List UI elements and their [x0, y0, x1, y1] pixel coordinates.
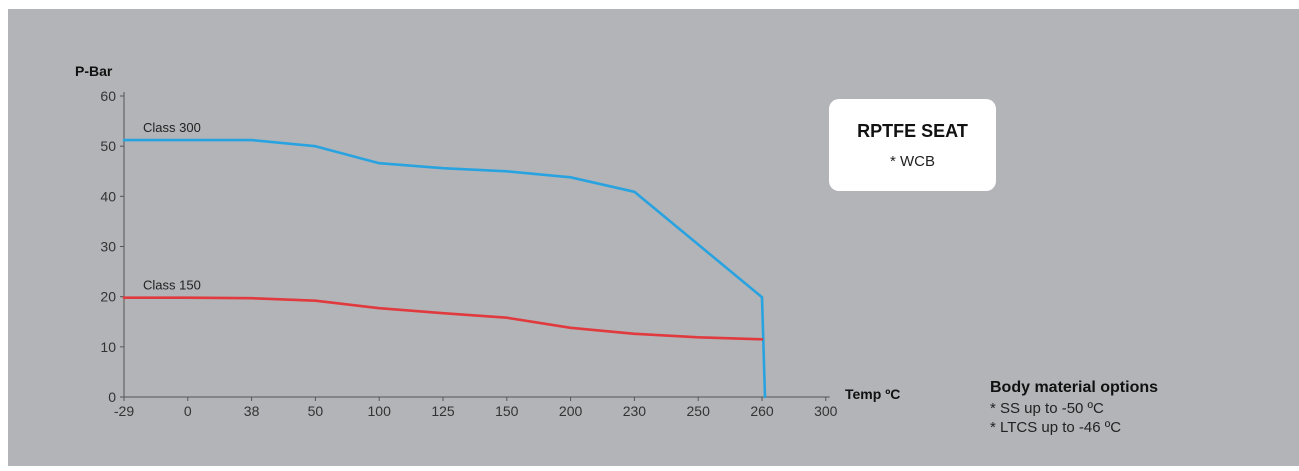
y-tick-label: 40	[100, 188, 116, 204]
series-label: Class 300	[143, 120, 201, 135]
series-line	[122, 296, 764, 341]
y-tick-label: 50	[100, 138, 116, 154]
x-axis-title: Temp ºC	[845, 386, 900, 402]
body-material-item: * LTCS up to -46 ºC	[990, 419, 1122, 436]
y-axis-title: P-Bar	[75, 63, 113, 79]
seat-subtitle: * WCB	[890, 153, 935, 170]
y-tick-label: 20	[100, 289, 116, 305]
x-tick-label: -29	[114, 403, 134, 419]
x-tick-label: 100	[368, 403, 392, 419]
body-material-options: Body material options * SS up to -50 ºC …	[990, 379, 1158, 437]
x-tick-label: 260	[750, 403, 774, 419]
x-tick-label: 200	[559, 403, 583, 419]
x-tick-label: 230	[623, 403, 647, 419]
y-tick-label: 0	[108, 389, 116, 405]
seat-title: RPTFE SEAT	[857, 121, 968, 141]
y-tick-label: 10	[100, 339, 116, 355]
body-material-item: * SS up to -50 ºC	[990, 400, 1104, 417]
seat-info-card: RPTFE SEAT * WCB	[829, 99, 996, 191]
x-tick-label: 0	[184, 403, 192, 419]
body-material-title: Body material options	[990, 379, 1159, 396]
y-tick-label: 60	[100, 88, 116, 104]
x-tick-label: 250	[687, 403, 711, 419]
x-tick-label: 50	[308, 403, 324, 419]
x-tick-label: 125	[431, 403, 455, 419]
series-line	[122, 138, 767, 399]
x-tick-label: 38	[244, 403, 260, 419]
x-tick-label: 150	[495, 403, 519, 419]
x-tick-label: 300	[814, 403, 838, 419]
chart-panel: 0 10 20 30 40 50 60 -29 0 38 50 100 125 150 200 230 250 2…	[8, 9, 1299, 466]
series-label: Class 150	[143, 278, 201, 293]
y-tick-label: 30	[100, 239, 116, 255]
